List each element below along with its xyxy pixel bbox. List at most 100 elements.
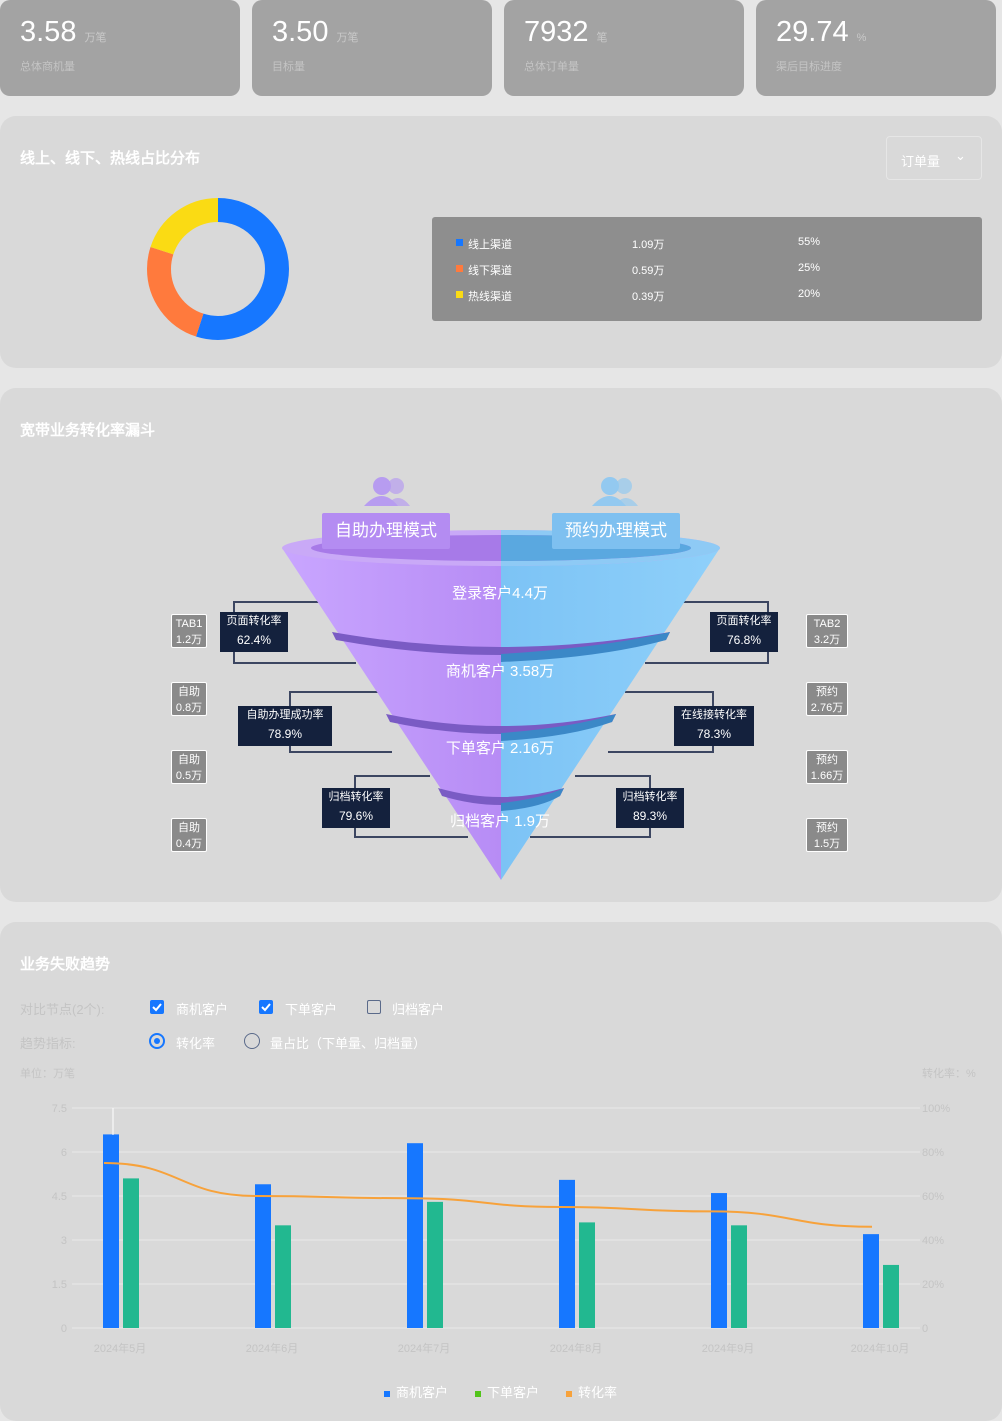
funnel-stage-order: 下单客户 2.16万 [445, 740, 555, 757]
funnel-stage-login: 登录客户4.4万 [452, 585, 548, 602]
trend-panel-title: 业务失败趋势 [20, 956, 111, 973]
x-tick-label: 2024年7月 [398, 1341, 451, 1355]
checkbox-label-archive[interactable]: 归档客户 [392, 1002, 445, 1017]
users-icon-right [592, 477, 638, 506]
x-tick-label: 2024年6月 [246, 1341, 299, 1355]
legend-value: 1.09万 [632, 239, 665, 251]
channel-panel-title: 线上、线下、热线占比分布 [20, 150, 201, 167]
kpi-card-target: 3.50 万笔 目标量 [252, 0, 492, 96]
right-axis-unit: 转化率：% [922, 1068, 976, 1080]
donut-chart [147, 198, 289, 340]
legend-value: 0.39万 [632, 291, 665, 303]
legend-percent: 20% [798, 288, 821, 300]
right-count-box: TAB2 3.2万 [806, 614, 848, 648]
legend-row-hotline: 热线渠道 0.39万 20% [456, 286, 956, 304]
y-right-tick-label: 20% [922, 1279, 944, 1291]
channel-legend-table: 线上渠道 1.09万 55% 线下渠道 0.59万 25% 热线渠道 0.39万… [432, 217, 982, 321]
bar-opportunity [863, 1234, 879, 1328]
rate-box-right-2: 在线接转化率 78.3% [674, 706, 754, 746]
checkbox-opportunity[interactable] [150, 1000, 164, 1014]
bar-opportunity [407, 1143, 423, 1328]
legend-name: 线下渠道 [468, 265, 512, 277]
y-left-tick-label: 6 [61, 1147, 67, 1159]
y-left-tick-label: 0 [61, 1323, 67, 1335]
radio-label-volume-share[interactable]: 量占比（下单量、归档量） [270, 1036, 427, 1051]
rate-box-right-3: 归档转化率 89.3% [616, 788, 684, 828]
legend-swatch [456, 291, 463, 298]
kpi-card-progress: 29.74% 渠后目标进度 [756, 0, 996, 96]
donut-slice-1 [147, 198, 289, 340]
rate-box-right-1: 页面转化率 76.8% [710, 612, 778, 652]
x-tick-label: 2024年8月 [550, 1341, 603, 1355]
kpi-card-opportunities: 3.58 万笔 总体商机量 [0, 0, 240, 96]
bar-order [579, 1222, 595, 1328]
legend-percent: 25% [798, 262, 821, 274]
legend-row-online: 线上渠道 1.09万 55% [456, 234, 956, 252]
legend-item-order[interactable]: 下单客户 [475, 1382, 539, 1401]
kpi-value: 7932 笔 [524, 16, 608, 48]
rate-box-left-1: 页面转化率 62.4% [220, 612, 288, 652]
legend-item-opportunity[interactable]: 商机客户 [384, 1382, 448, 1401]
bar-opportunity [559, 1179, 575, 1328]
kpi-unit: % [856, 32, 867, 44]
mode-tag-appointment: 预约办理模式 [552, 513, 680, 549]
checkbox-archive[interactable] [367, 1000, 381, 1014]
bar-order [427, 1201, 443, 1328]
y-left-tick-label: 4.5 [52, 1191, 67, 1203]
bar-order [275, 1225, 291, 1328]
checkbox-label-order[interactable]: 下单客户 [285, 1002, 338, 1017]
checkbox-order[interactable] [259, 1000, 273, 1014]
radio-conversion-rate[interactable] [149, 1033, 165, 1049]
radio-label-conversion-rate[interactable]: 转化率 [176, 1036, 216, 1051]
funnel-stage-archive: 归档客户 1.9万 [449, 813, 551, 830]
mode-tag-self-service: 自助办理模式 [322, 513, 450, 549]
bar-order [123, 1178, 139, 1328]
funnel-stage-opportunity: 商机客户 3.58万 [445, 663, 555, 680]
kpi-label: 总体订单量 [524, 61, 579, 73]
bar-order [883, 1264, 899, 1328]
compare-label: 对比节点(2个): [20, 1002, 105, 1017]
users-icon-left [364, 477, 410, 506]
legend-item-conversion[interactable]: 转化率 [566, 1382, 617, 1401]
x-tick-label: 2024年9月 [702, 1341, 755, 1355]
y-right-tick-label: 100% [922, 1103, 950, 1115]
left-count-box: TAB1 1.2万 [171, 614, 207, 648]
rate-box-left-2: 自助办理成功率 78.9% [238, 706, 332, 746]
legend-row-offline: 线下渠道 0.59万 25% [456, 260, 956, 278]
y-left-tick-label: 7.5 [52, 1103, 67, 1115]
kpi-value: 29.74% [776, 16, 867, 48]
y-right-tick-label: 0 [922, 1323, 928, 1335]
legend-name: 线上渠道 [468, 239, 512, 251]
kpi-value: 3.58 万笔 [20, 16, 107, 48]
x-tick-label: 2024年10月 [851, 1341, 910, 1355]
y-left-tick-label: 3 [61, 1235, 67, 1247]
left-count-box: 自助 0.4万 [171, 818, 207, 852]
left-axis-unit: 单位：万笔 [20, 1068, 75, 1080]
bar-opportunity [103, 1134, 119, 1328]
rate-box-left-3: 归档转化率 79.6% [322, 788, 390, 828]
chevron-down-icon: ⌄ [955, 148, 966, 163]
x-tick-label: 2024年5月 [94, 1341, 147, 1355]
kpi-label: 目标量 [272, 61, 305, 73]
kpi-label: 总体商机量 [20, 61, 75, 73]
legend-swatch [566, 1390, 572, 1397]
legend-percent: 55% [798, 236, 821, 248]
metric-dropdown[interactable]: 订单量 ⌄ [886, 136, 982, 180]
legend-name: 热线渠道 [468, 291, 512, 303]
bar-opportunity [711, 1193, 727, 1328]
checkbox-label-opportunity[interactable]: 商机客户 [176, 1002, 229, 1017]
legend-swatch [384, 1390, 390, 1397]
right-count-box: 预约 2.76万 [806, 682, 848, 716]
legend-swatch [456, 265, 463, 272]
y-right-tick-label: 80% [922, 1147, 944, 1159]
right-count-box: 预约 1.5万 [806, 818, 848, 852]
bar-order [731, 1225, 747, 1328]
metric-label: 趋势指标: [20, 1036, 76, 1051]
kpi-unit: 万笔 [336, 32, 359, 44]
kpi-unit: 万笔 [84, 32, 107, 44]
radio-volume-share[interactable] [244, 1033, 260, 1049]
kpi-label: 渠后目标进度 [776, 61, 842, 73]
left-count-box: 自助 0.8万 [171, 682, 207, 716]
legend-swatch [456, 239, 463, 246]
